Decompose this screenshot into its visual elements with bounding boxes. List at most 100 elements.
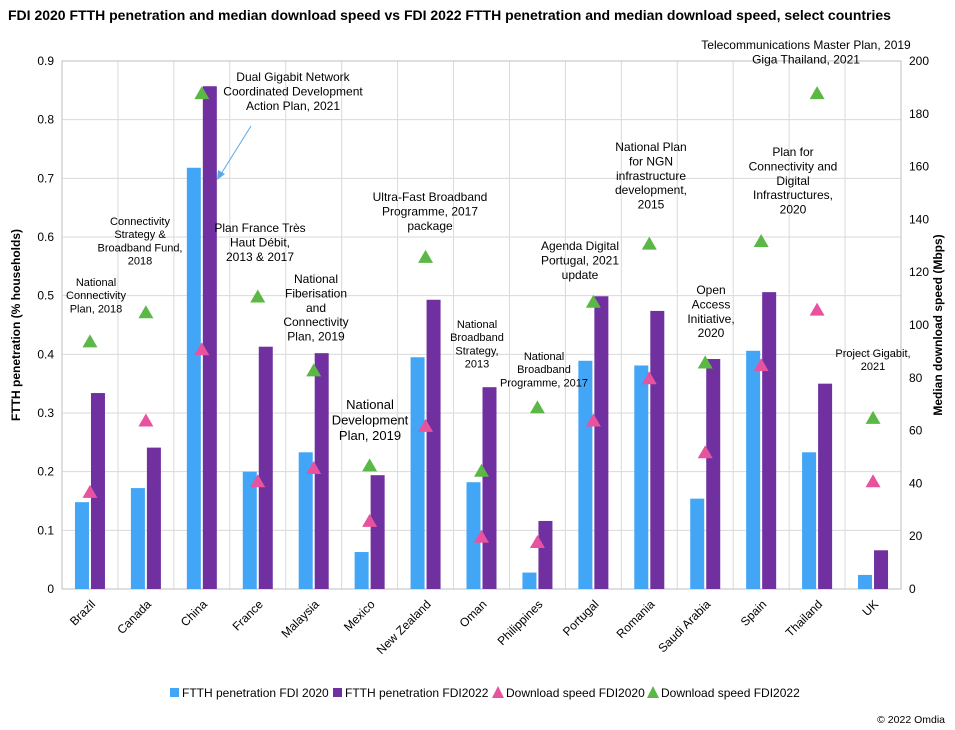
annotation: Plan for Connectivity and Digital Infrastru… (749, 145, 838, 217)
bar-ftth-2022 (258, 346, 273, 589)
y-tick-label: 0.6 (37, 230, 54, 244)
point-speed-2020 (138, 413, 154, 427)
bar-ftth-2020 (746, 350, 761, 589)
y-tick-label: 0.3 (37, 406, 54, 420)
legend-swatch (333, 688, 342, 697)
bar-ftth-2020 (186, 167, 201, 590)
y2-tick-label: 140 (909, 212, 929, 226)
point-speed-2020 (809, 302, 825, 316)
x-tick-label: UK (859, 597, 881, 619)
point-speed-2022 (250, 289, 266, 303)
annotation: Project Gigabit, 2021 (835, 348, 910, 373)
point-speed-2022 (585, 294, 601, 308)
y2-tick-label: 200 (909, 54, 929, 68)
y-tick-label: 0.5 (37, 289, 54, 303)
bar-ftth-2022 (202, 86, 217, 589)
bar-ftth-2020 (802, 452, 817, 589)
annotation: National Development Plan, 2019 (332, 397, 409, 443)
point-speed-2022 (865, 410, 881, 424)
bar-ftth-2022 (538, 520, 553, 589)
x-tick-label: Philippines (495, 597, 546, 648)
bar-ftth-2022 (706, 359, 721, 589)
bar-ftth-2022 (90, 393, 105, 589)
y-axis-label: FTTH penetration (% households) (9, 229, 23, 421)
point-speed-2022 (753, 234, 769, 248)
bar-ftth-2020 (858, 574, 873, 589)
x-tick-label: China (178, 597, 210, 629)
annotation: National Broadband Programme, 2017 (500, 351, 588, 389)
point-speed-2022 (697, 355, 713, 369)
bar-ftth-2020 (130, 488, 145, 589)
bar-ftth-2020 (466, 482, 481, 589)
legend-label: Download speed FDI2022 (661, 686, 800, 700)
x-tick-label: Brazil (67, 597, 98, 628)
point-speed-2022 (529, 400, 545, 414)
y2-tick-label: 20 (909, 529, 923, 543)
annotation: National Fiberisation and Connectivity Plan,… (283, 272, 348, 344)
bar-ftth-2022 (370, 475, 385, 589)
annotation: Dual Gigabit Network Coordinated Developm… (223, 70, 363, 113)
point-speed-2022 (474, 463, 489, 477)
y2-tick-label: 160 (909, 160, 929, 174)
x-tick-label: New Zealand (374, 597, 434, 657)
annotation: Open Access Initiative, 2020 (687, 283, 734, 340)
point-speed-2022 (306, 363, 322, 377)
bar-ftth-2022 (146, 447, 161, 589)
annotation: National Plan for NGN infrastructure develo… (615, 140, 687, 212)
annotation: National Connectivity Plan, 2018 (66, 277, 126, 315)
x-tick-label: Thailand (783, 597, 825, 639)
x-tick-label: Saudi Arabia (655, 597, 713, 655)
point-speed-2022 (82, 334, 98, 348)
point-speed-2020 (250, 474, 266, 488)
chart-title: FDI 2020 FTTH penetration and median dow… (8, 7, 891, 23)
point-speed-2022 (362, 458, 378, 472)
point-speed-2020 (418, 418, 434, 432)
y2-tick-label: 80 (909, 371, 923, 385)
point-speed-2022 (194, 86, 210, 100)
x-tick-label: Spain (738, 597, 770, 629)
x-tick-label: Portugal (560, 597, 602, 639)
x-tick-label: Mexico (341, 597, 378, 634)
bar-ftth-2022 (650, 310, 665, 589)
y2-tick-label: 180 (909, 107, 929, 121)
point-speed-2020 (306, 461, 322, 475)
bar-ftth-2020 (578, 360, 593, 589)
y2-axis-label: Median download speed (Mbps) (931, 234, 945, 415)
x-tick-label: France (230, 597, 267, 634)
legend-label: FTTH penetration FDI2022 (345, 686, 489, 700)
bar-ftth-2022 (314, 353, 329, 589)
point-speed-2020 (585, 413, 601, 427)
y-tick-label: 0.8 (37, 113, 54, 127)
point-speed-2020 (641, 371, 657, 385)
annotation-arrow-head (217, 170, 225, 180)
legend-swatch (170, 688, 179, 697)
point-speed-2022 (809, 86, 825, 100)
legend-label: FTTH penetration FDI 2020 (182, 686, 329, 700)
y2-tick-label: 100 (909, 318, 929, 332)
annotation: Plan France Très Haut Débit, 2013 & 2017 (214, 221, 305, 264)
annotation: Telecommunications Master Plan, 2019 Giga… (701, 38, 911, 66)
y-tick-label: 0.2 (37, 465, 54, 479)
point-speed-2020 (82, 484, 98, 498)
y-tick-label: 0.9 (37, 54, 54, 68)
annotation: Connectivity Strategy & Broadband Fund, 201… (97, 216, 182, 268)
y2-tick-label: 60 (909, 424, 923, 438)
bar-ftth-2020 (410, 357, 425, 589)
point-speed-2020 (753, 358, 769, 372)
plot-border (61, 60, 902, 590)
bar-ftth-2022 (482, 387, 497, 589)
x-tick-label: Oman (457, 597, 490, 630)
point-speed-2022 (641, 236, 657, 250)
annotation: National Broadband Strategy, 2013 (450, 319, 504, 371)
y2-tick-label: 120 (909, 265, 929, 279)
x-tick-label: Romania (614, 597, 658, 641)
point-speed-2022 (418, 249, 434, 263)
legend-label: Download speed FDI2020 (506, 686, 645, 700)
y2-tick-label: 40 (909, 476, 923, 490)
y2-tick-label: 0 (909, 582, 916, 596)
point-speed-2022 (138, 305, 154, 319)
x-tick-label: Canada (114, 597, 154, 637)
bar-ftth-2020 (74, 502, 89, 589)
point-speed-2020 (865, 474, 881, 488)
